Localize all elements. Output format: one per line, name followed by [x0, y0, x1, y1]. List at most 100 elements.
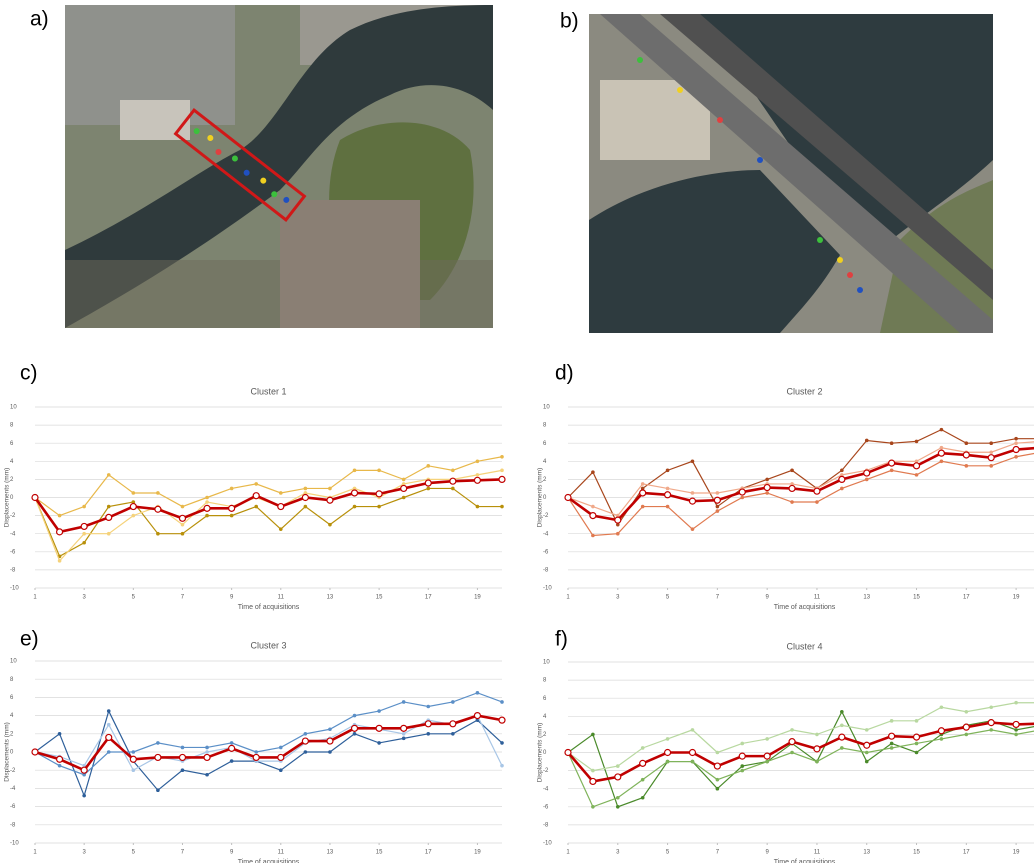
x-tick-label: 7: [716, 850, 720, 856]
mean-marker: [229, 745, 235, 751]
series-marker: [641, 482, 645, 486]
x-tick-label: 1: [566, 850, 570, 856]
mean-marker: [615, 517, 621, 523]
y-axis-title: Displacements (mm): [4, 722, 11, 782]
series-marker: [230, 487, 234, 491]
mean-marker: [814, 746, 820, 752]
series-marker: [989, 450, 993, 454]
y-tick-label: -2: [10, 513, 16, 519]
series-marker: [815, 760, 819, 764]
series-marker: [716, 778, 720, 782]
series-marker: [107, 505, 111, 509]
series-marker: [716, 787, 720, 791]
series-marker: [591, 470, 595, 474]
series-marker: [58, 514, 62, 518]
series-marker: [1014, 728, 1018, 732]
mean-marker: [155, 754, 161, 760]
series-marker: [451, 487, 455, 491]
mean-line: [35, 479, 502, 531]
mean-marker: [253, 493, 259, 499]
series-marker: [132, 750, 136, 754]
x-tick-label: 7: [716, 595, 720, 601]
panel-label: b): [560, 10, 579, 33]
x-tick-label: 1: [566, 595, 570, 601]
mean-marker: [864, 742, 870, 748]
mean-marker: [425, 480, 431, 486]
series-marker: [107, 709, 111, 713]
series-marker: [691, 728, 695, 732]
series-marker: [666, 487, 670, 491]
series-marker: [426, 464, 430, 468]
mean-marker: [714, 497, 720, 503]
series-marker: [304, 732, 308, 736]
series-marker: [500, 700, 504, 704]
y-tick-label: 4: [543, 459, 547, 465]
series-marker: [476, 691, 480, 695]
series-marker: [230, 514, 234, 518]
mean-marker: [988, 455, 994, 461]
series-marker: [616, 532, 620, 536]
series-marker: [205, 496, 209, 500]
x-tick-label: 9: [230, 850, 234, 856]
series-marker: [328, 487, 332, 491]
series-marker: [989, 441, 993, 445]
x-axis-title: Time of acquisitions: [774, 859, 836, 863]
series-marker: [402, 700, 406, 704]
series-marker: [940, 705, 944, 709]
series-marker: [616, 805, 620, 809]
mean-marker: [302, 495, 308, 501]
series-line: [568, 430, 1034, 525]
series-marker: [865, 751, 869, 755]
series-marker: [353, 505, 357, 509]
x-tick-label: 3: [616, 595, 620, 601]
series-marker: [965, 464, 969, 468]
mean-marker: [352, 725, 358, 731]
mean-marker: [938, 728, 944, 734]
series-marker: [377, 709, 381, 713]
series-marker: [156, 491, 160, 495]
x-tick-label: 5: [132, 595, 136, 601]
series-marker: [790, 469, 794, 473]
x-axis-title: Time of acquisitions: [774, 604, 836, 611]
series-marker: [328, 750, 332, 754]
series-line: [568, 452, 1034, 535]
series-marker: [666, 505, 670, 509]
mean-marker: [864, 470, 870, 476]
mean-marker: [565, 750, 571, 756]
mean-marker: [253, 754, 259, 760]
mean-line: [568, 448, 1034, 520]
series-marker: [641, 746, 645, 750]
series-marker: [156, 788, 160, 792]
chart-title: Cluster 2: [786, 386, 822, 396]
series-marker: [840, 710, 844, 714]
mean-marker: [32, 495, 38, 501]
series-marker: [82, 532, 86, 536]
y-tick-label: 10: [543, 405, 550, 411]
panel-label: a): [30, 8, 49, 31]
series-marker: [500, 741, 504, 745]
series-marker: [740, 496, 744, 500]
series-marker: [377, 505, 381, 509]
series-marker: [181, 768, 185, 772]
series-marker: [132, 491, 136, 495]
series-line: [35, 457, 502, 516]
mean-marker: [665, 492, 671, 498]
series-marker: [426, 705, 430, 709]
aerial-image-a: [65, 5, 493, 328]
series-marker: [1014, 733, 1018, 737]
series-line: [35, 488, 502, 556]
series-marker: [205, 773, 209, 777]
series-marker: [790, 751, 794, 755]
mean-marker: [106, 734, 112, 740]
series-marker: [716, 491, 720, 495]
series-marker: [616, 764, 620, 768]
series-marker: [890, 746, 894, 750]
series-marker: [500, 469, 504, 473]
y-tick-label: -10: [543, 841, 552, 847]
y-tick-label: -10: [10, 841, 19, 847]
mean-marker: [401, 725, 407, 731]
x-tick-label: 1: [33, 850, 37, 856]
series-marker: [616, 796, 620, 800]
y-axis-title: Displacements (mm): [4, 468, 11, 528]
series-marker: [58, 732, 62, 736]
